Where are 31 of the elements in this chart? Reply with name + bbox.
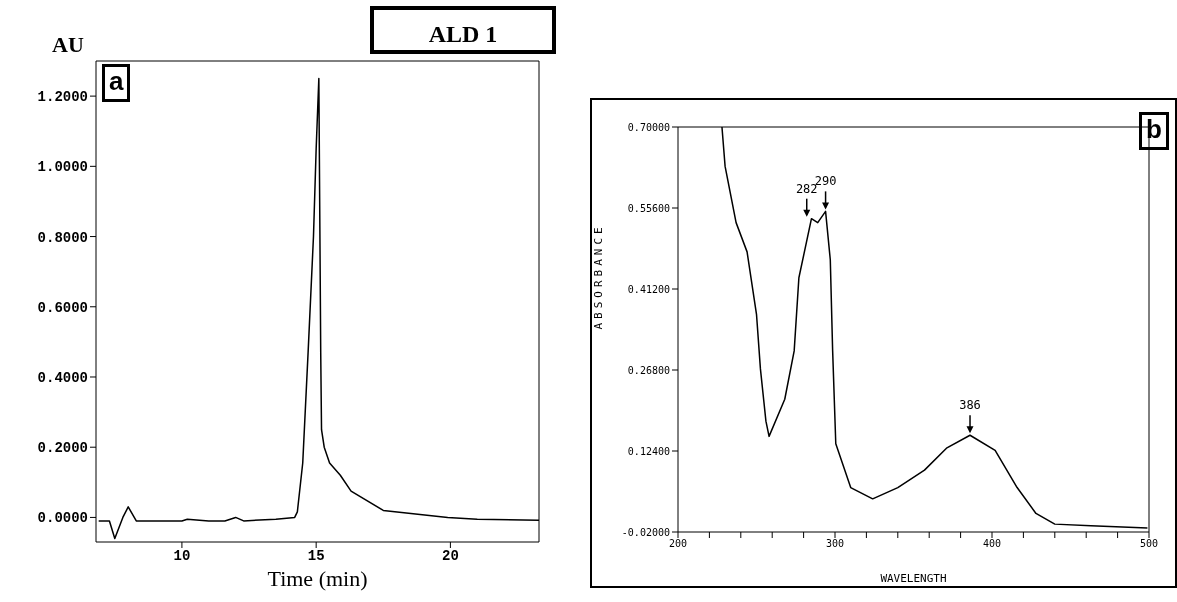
annotation: a (109, 66, 124, 96)
label-frame: b (1139, 112, 1169, 150)
y-tick-label: 0.4000 (37, 369, 88, 386)
x-tick-label: 10 (173, 547, 191, 564)
x-tick-label: 20 (441, 547, 459, 564)
x-tick-label: 500 (1139, 538, 1159, 550)
y-tick-label: 0.0000 (37, 510, 88, 527)
y-tick-label: 1.0000 (37, 159, 88, 176)
y-tick-label: -0.02000 (621, 526, 670, 538)
y-tick-label: 0.26800 (627, 364, 670, 376)
x-tick-label: 400 (982, 538, 1002, 550)
annotation: b (1146, 114, 1162, 144)
x-tick-label: 200 (668, 538, 688, 550)
y-tick-label: 0.6000 (37, 299, 88, 316)
y-tick-label: 0.41200 (627, 283, 670, 295)
y-axis-title: AU (52, 32, 84, 58)
y-tick-label: 1.2000 (37, 89, 88, 106)
title-frame: ALD 1 (370, 6, 556, 54)
x-tick-label: 15 (307, 547, 325, 564)
x-axis-title: WAVELENGTH (880, 572, 947, 585)
y-tick-label: 0.2000 (37, 440, 88, 457)
y-tick-label: 0.12400 (627, 445, 670, 457)
y-tick-label: 0.8000 (37, 229, 88, 246)
y-tick-label: 0.70000 (627, 121, 670, 133)
label-frame: a (102, 64, 131, 102)
x-axis-title: Time (min) (267, 566, 368, 591)
chart-title: ALD 1 (428, 21, 498, 48)
annotation: 386 (959, 398, 981, 413)
y-axis-title: ABSORBANCE (591, 223, 605, 330)
x-tick-label: 300 (825, 538, 845, 550)
y-tick-label: 0.55600 (627, 202, 670, 214)
